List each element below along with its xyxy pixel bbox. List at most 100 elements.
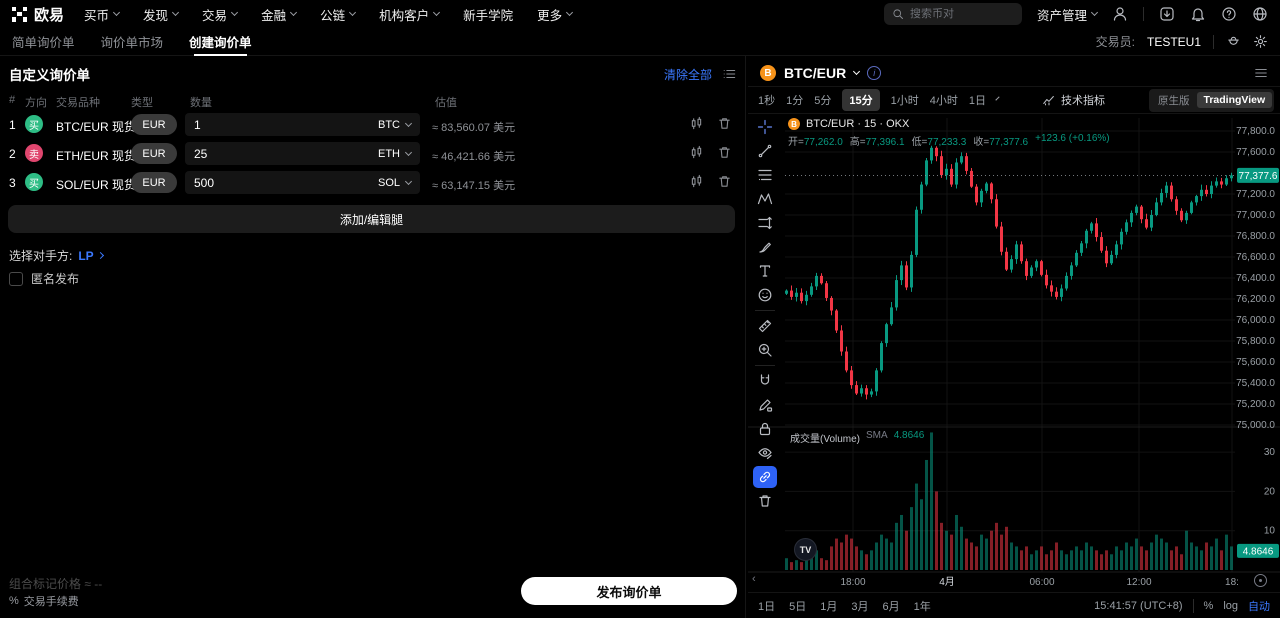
chart-area[interactable]: 77,800.0 77,600.0 77,200.0 77,000.0 76,800.0… [748, 114, 1280, 592]
nav-finance[interactable]: 金融 [261, 5, 298, 24]
svg-text:76,000.0: 76,000.0 [1236, 315, 1275, 326]
counterparty-link[interactable]: LP [78, 249, 104, 263]
emoji-tool-icon[interactable] [753, 284, 777, 306]
interval-1m[interactable]: 1分 [786, 95, 804, 107]
zoom-in-tool-icon[interactable] [753, 339, 777, 361]
download-app-icon[interactable] [1159, 6, 1175, 22]
svg-text:75,200.0: 75,200.0 [1236, 399, 1275, 410]
pair-selector[interactable]: BTC/EUR 现货 [56, 118, 149, 135]
nav-trade[interactable]: 交易 [202, 5, 239, 24]
pair-selector[interactable]: ETH/EUR 现货 [56, 147, 149, 164]
trash-icon[interactable] [717, 174, 732, 189]
measure-ruler-icon[interactable] [753, 315, 777, 337]
amount-input[interactable] [194, 117, 324, 132]
nav-institutional[interactable]: 机构客户 [379, 5, 441, 24]
info-icon[interactable]: i [867, 66, 882, 80]
range-3mo[interactable]: 3月 [851, 600, 869, 613]
collapse-pane-arrow[interactable]: ‹ [752, 573, 756, 585]
svg-text:76,200.0: 76,200.0 [1236, 294, 1275, 305]
interval-5m[interactable]: 5分 [814, 95, 832, 107]
hide-drawings-eye-icon[interactable] [753, 442, 777, 464]
svg-text:20: 20 [1264, 486, 1276, 497]
magnet-tool-icon[interactable] [753, 370, 777, 392]
chevron-down-icon[interactable] [853, 67, 861, 76]
clear-all-link[interactable]: 清除全部 [663, 67, 712, 82]
candles-chart-icon[interactable] [689, 116, 704, 131]
bitcoin-icon: B [788, 118, 800, 130]
currency-type-pill[interactable]: EUR [131, 172, 177, 193]
unit-select[interactable]: BTC [378, 119, 413, 131]
scale-log-toggle[interactable]: log [1223, 599, 1238, 612]
nav-academy[interactable]: 新手学院 [463, 8, 514, 23]
publish-rfq-button[interactable]: 发布询价单 [521, 577, 737, 605]
range-1d[interactable]: 1日 [758, 600, 776, 613]
interval-4h[interactable]: 4小时 [929, 95, 958, 107]
amount-input[interactable] [194, 146, 324, 161]
amount-input[interactable] [194, 175, 324, 190]
language-globe-icon[interactable] [1252, 6, 1268, 22]
range-1y[interactable]: 1年 [913, 600, 931, 613]
nav-buy-crypto[interactable]: 买币 [84, 5, 121, 24]
watchlist-toggle-icon[interactable] [1254, 66, 1268, 80]
pattern-tool-icon[interactable] [753, 188, 777, 210]
interval-1d[interactable]: 1日 [968, 95, 986, 107]
trash-icon[interactable] [717, 145, 732, 160]
scale-percent-toggle[interactable]: % [1203, 599, 1214, 612]
search-box[interactable] [883, 3, 1022, 25]
unit-select[interactable]: SOL [378, 177, 413, 189]
user-icon[interactable] [1112, 6, 1128, 22]
search-input[interactable] [909, 8, 1006, 20]
position-tool-icon[interactable] [753, 212, 777, 234]
sync-link-icon[interactable] [752, 466, 777, 488]
indicators-button[interactable]: 技术指标 [1042, 92, 1105, 108]
mode-tradingview[interactable]: TradingView [1196, 92, 1273, 108]
settings-gear-icon[interactable] [1253, 34, 1268, 49]
list-icon[interactable] [722, 67, 736, 81]
range-6mo[interactable]: 6月 [882, 600, 900, 613]
candles-chart-icon[interactable] [689, 145, 704, 160]
remove-drawings-trash-icon[interactable] [753, 490, 777, 512]
lock-all-icon[interactable] [753, 418, 777, 440]
chevron-down-icon[interactable] [995, 96, 1000, 101]
mode-native[interactable]: 原生版 [1158, 94, 1190, 107]
assets-menu[interactable]: 资产管理 [1037, 5, 1099, 24]
range-5d[interactable]: 5日 [789, 600, 807, 613]
fib-tool-icon[interactable] [753, 164, 777, 186]
currency-type-pill[interactable]: EUR [131, 143, 177, 164]
unit-select[interactable]: ETH [378, 148, 413, 160]
interval-1s[interactable]: 1秒 [758, 95, 776, 107]
interval-15m[interactable]: 15分 [842, 89, 880, 111]
clock[interactable]: 15:41:57 (UTC+8) [1094, 599, 1183, 612]
notifications-bell-icon[interactable] [1190, 6, 1206, 22]
drawing-lock-icon[interactable] [753, 394, 777, 416]
scale-auto-toggle[interactable]: 自动 [1248, 600, 1270, 613]
row-index: 1 [9, 118, 16, 132]
trendline-tool-icon[interactable] [753, 140, 777, 162]
merchant-icon[interactable] [1226, 34, 1241, 49]
candles-chart-icon[interactable] [689, 174, 704, 189]
candlestick-plot[interactable]: 77,800.0 77,600.0 77,200.0 77,000.0 76,800.0… [748, 114, 1280, 592]
currency-type-pill[interactable]: EUR [131, 114, 177, 135]
range-1mo[interactable]: 1月 [820, 600, 838, 613]
scroll-to-realtime-icon[interactable] [1254, 574, 1267, 587]
anonymous-checkbox[interactable] [9, 271, 23, 286]
tradingview-logo[interactable]: TV [794, 538, 817, 561]
trader-name: TESTEU1 [1146, 34, 1201, 49]
trash-icon[interactable] [717, 116, 732, 131]
interval-1h[interactable]: 1小时 [890, 95, 919, 107]
crosshair-tool-icon[interactable] [753, 116, 777, 138]
nav-more[interactable]: 更多 [537, 5, 574, 24]
fee-line: % 交易手续费 [9, 595, 79, 608]
nav-discover[interactable]: 发现 [143, 5, 180, 24]
tab-rfq-market[interactable]: 询价单市场 [100, 36, 164, 50]
tab-simple-rfq[interactable]: 简单询价单 [12, 36, 75, 50]
nav-chain[interactable]: 公链 [320, 5, 357, 24]
chevron-down-icon [433, 8, 441, 17]
text-tool-icon[interactable] [753, 260, 777, 282]
tab-create-rfq[interactable]: 创建询价单 [189, 28, 252, 56]
help-icon[interactable] [1221, 6, 1237, 22]
brush-tool-icon[interactable] [753, 236, 777, 258]
pair-selector[interactable]: SOL/EUR 现货 [56, 176, 149, 193]
okx-logo[interactable]: 欧易 [12, 4, 64, 25]
add-edit-legs-button[interactable]: 添加/编辑腿 [8, 205, 735, 233]
